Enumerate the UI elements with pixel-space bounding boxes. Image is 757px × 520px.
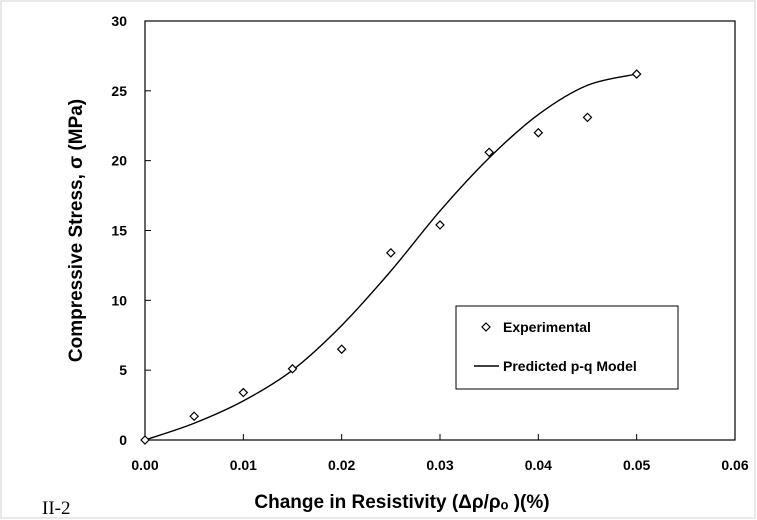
experimental-point [238, 387, 249, 398]
experimental-point [140, 435, 150, 445]
x-tick-label: 0.02 [328, 457, 355, 473]
y-tick-label: 30 [111, 13, 127, 29]
x-tick-label: 0.00 [131, 457, 158, 473]
y-tick-label: 5 [119, 362, 127, 378]
y-axis-title: Compressive Stress, σ (MPa) [66, 99, 87, 362]
experimental-point [484, 147, 495, 158]
legend-experimental-marker [481, 322, 491, 332]
experimental-point [336, 344, 347, 355]
legend-experimental-label: Experimental [503, 319, 591, 335]
experimental-point [582, 112, 593, 123]
experimental-point [435, 220, 445, 230]
y-tick-label: 20 [111, 153, 127, 169]
experimental-point [631, 69, 642, 79]
x-tick-label: 0.01 [230, 457, 257, 473]
x-tick-label: 0.06 [721, 457, 748, 473]
legend-box [455, 305, 679, 390]
page-label: II-2 [42, 498, 70, 519]
x-tick-label: 0.05 [623, 457, 650, 473]
legend-model-label: Predicted p-q Model [503, 358, 637, 374]
tick-labels: 0.00 0.01 0.02 0.03 0.04 0.05 0.06 0 5 10 15 20 25 30 [111, 13, 748, 473]
x-axis-title: Change in Resistivity (Δρ/ρₒ )(%) [254, 492, 549, 513]
experimental-point [189, 411, 200, 422]
experimental-point [385, 247, 396, 258]
y-tick-label: 15 [111, 223, 127, 239]
y-tick-label: 25 [111, 83, 127, 99]
experimental-point [533, 127, 544, 138]
predicted-model-line [144, 73, 637, 441]
y-tick-label: 10 [111, 292, 127, 308]
y-tick-label: 0 [119, 432, 127, 448]
experimental-point [287, 363, 298, 374]
x-tick-label: 0.04 [525, 457, 552, 473]
experimental-points [140, 69, 642, 445]
x-tick-label: 0.03 [426, 457, 453, 473]
legend: Experimental Predicted p-q Model [455, 305, 679, 390]
